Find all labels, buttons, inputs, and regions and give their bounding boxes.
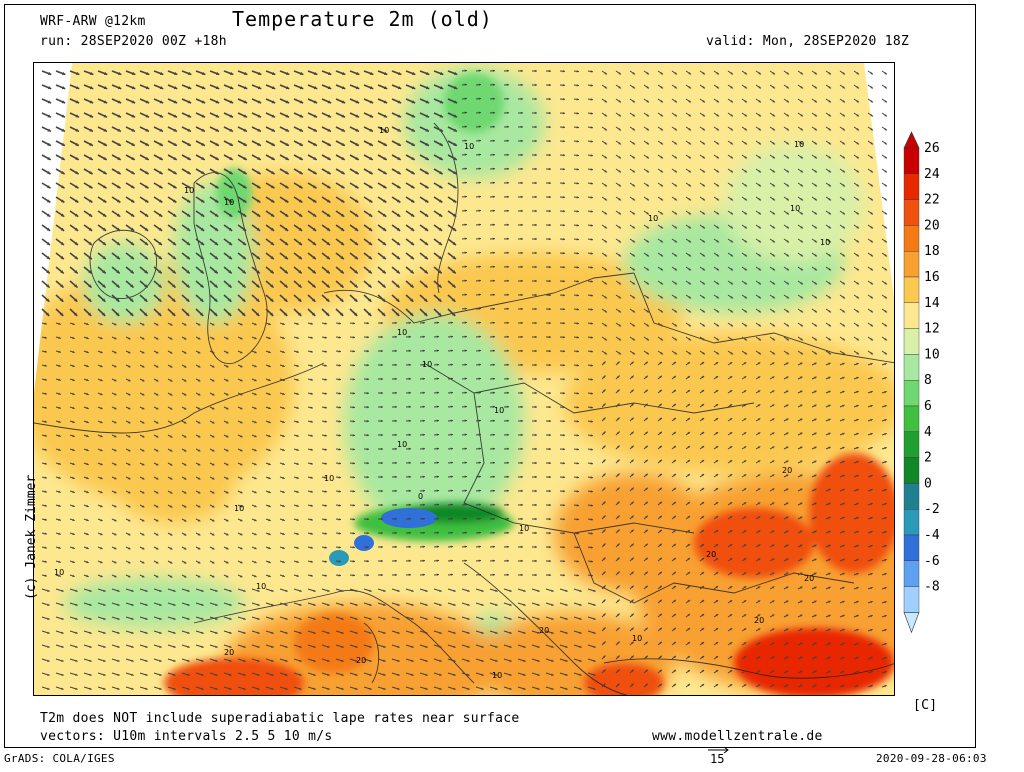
- valid-time-label: valid: Mon, 28SEP2020 18Z: [706, 34, 909, 49]
- temperature-field: [34, 63, 895, 696]
- run-label: run: 28SEP2020 00Z +18h: [40, 34, 227, 49]
- model-label: WRF-ARW @12km: [40, 14, 146, 29]
- temperature-map: 10 10 10 10 10 10 10 10 10 10 10 10 10 1…: [33, 62, 895, 696]
- map-title: Temperature 2m (old): [232, 7, 493, 31]
